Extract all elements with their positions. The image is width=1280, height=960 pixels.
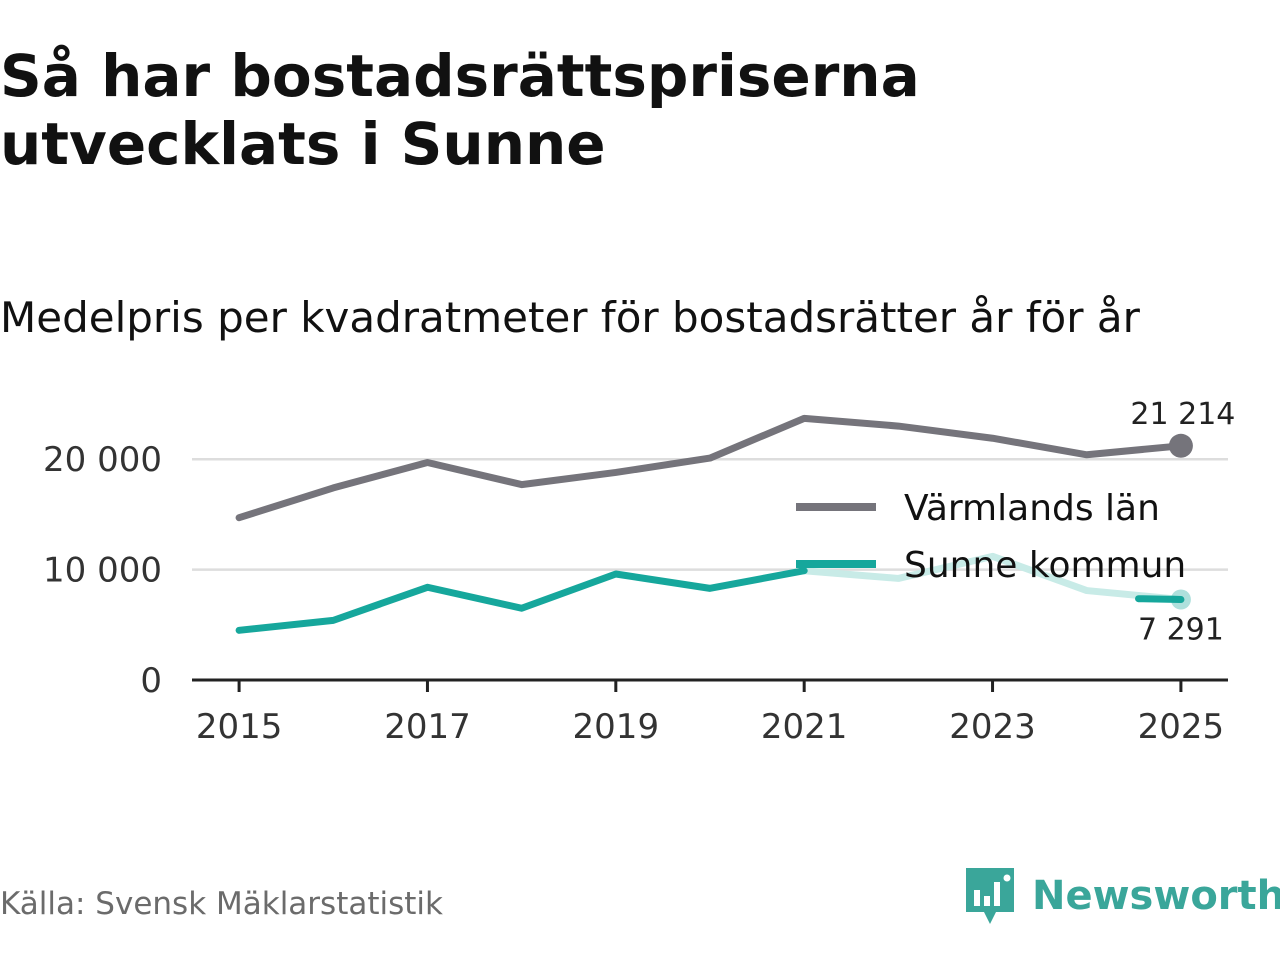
series-line-varmlands-lan bbox=[235, 414, 1185, 522]
newsworthy-logo-icon bbox=[966, 868, 1014, 924]
end-marker-sunne-kommun bbox=[1170, 589, 1191, 610]
series-line-sunne-kommun bbox=[235, 567, 808, 634]
x-tick-label: 2019 bbox=[573, 707, 660, 747]
x-tick-label: 2021 bbox=[761, 707, 848, 747]
axis-layer: 0 10 000 20 000 2015 2017 2019 2021 2023 2025 bbox=[43, 440, 1228, 747]
x-tick-label: 2015 bbox=[196, 707, 283, 747]
series-layer bbox=[235, 414, 1193, 634]
y-tick-label: 20 000 bbox=[43, 440, 162, 480]
end-value-label-varmlands-lan: 21 214 bbox=[1130, 397, 1235, 432]
chart-subtitle: Medelpris per kvadratmeter för bostadsrä… bbox=[0, 293, 1140, 342]
x-tick-label: 2023 bbox=[949, 707, 1036, 747]
legend: Värmlands län Sunne kommun bbox=[796, 488, 1186, 586]
series-line-sunne-kommun-end bbox=[1135, 595, 1185, 604]
end-value-label-sunne-kommun: 7 291 bbox=[1138, 613, 1224, 648]
y-tick-label: 10 000 bbox=[43, 551, 162, 591]
y-tick-label: 0 bbox=[140, 661, 162, 701]
x-tick-label: 2025 bbox=[1138, 707, 1225, 747]
source-note: Källa: Svensk Mäklarstatistik bbox=[0, 886, 443, 922]
label-layer: 21 214 7 291 bbox=[1130, 397, 1235, 648]
end-marker-varmlands-lan bbox=[1168, 433, 1193, 458]
brand-name: Newsworthy bbox=[1032, 873, 1280, 919]
legend-label: Värmlands län bbox=[904, 488, 1160, 529]
series-line-sunne-kommun-faded bbox=[800, 552, 1185, 604]
brand-logo: Newsworthy bbox=[964, 864, 1280, 928]
chart-title: Så har bostadsrättspriserna utvecklats i… bbox=[0, 42, 920, 178]
x-tick-label: 2017 bbox=[384, 707, 471, 747]
legend-label: Sunne kommun bbox=[904, 545, 1186, 586]
